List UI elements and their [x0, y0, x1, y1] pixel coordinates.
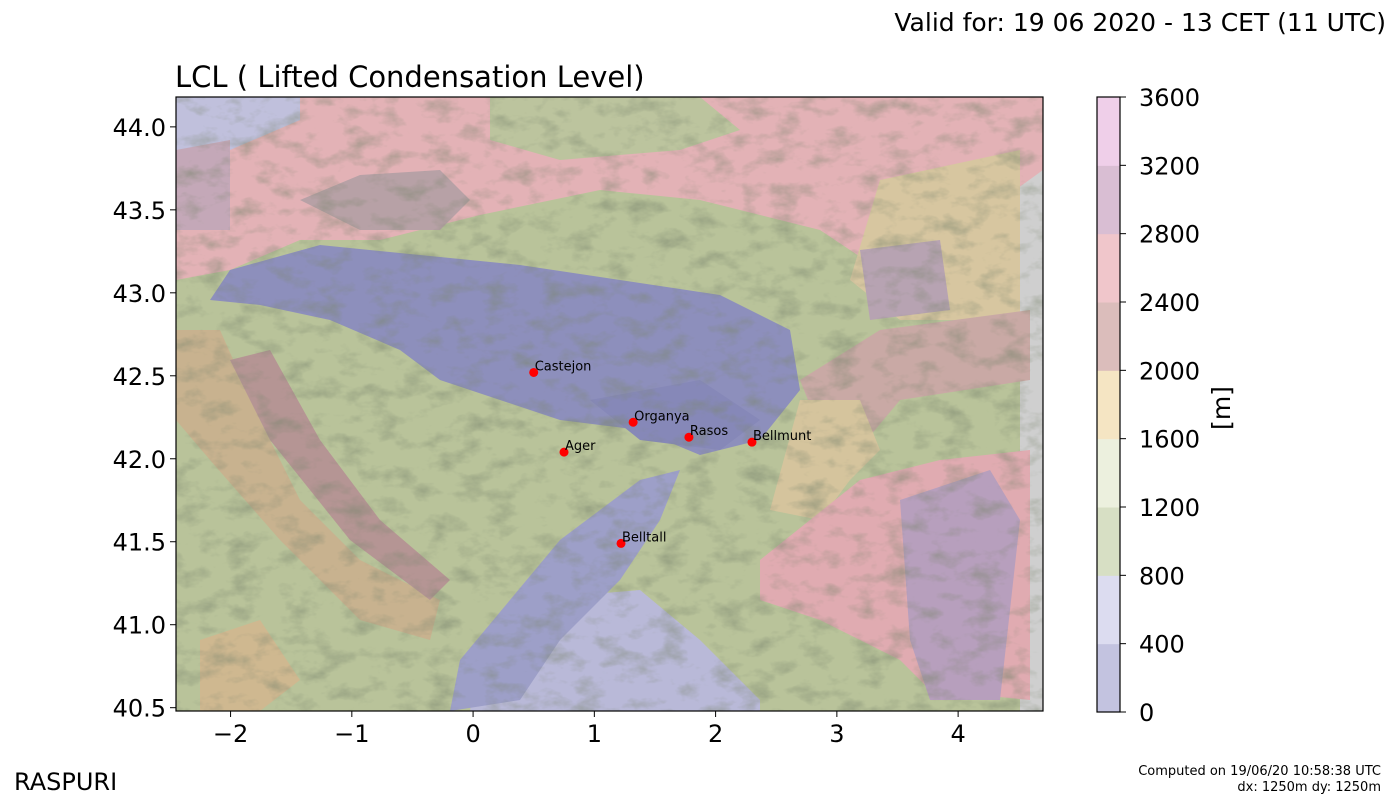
colorbar	[1097, 97, 1120, 713]
colorbar-tick-label: 3600	[1139, 84, 1200, 112]
y-tick-label: 44.0	[113, 114, 166, 142]
colorbar-tick-label: 400	[1139, 631, 1185, 659]
station-marker[interactable]	[559, 447, 569, 457]
x-axis: −2 −1 0 1 2 3 4	[213, 711, 966, 748]
station-label: Organya	[634, 409, 689, 424]
x-tick-label: 0	[465, 720, 480, 748]
brand-label: RASPURI	[14, 768, 118, 796]
x-tick-label: −2	[213, 720, 248, 748]
colorbar-tick-label: 800	[1139, 562, 1185, 590]
colorbar-tick-label: 1600	[1139, 426, 1200, 454]
y-axis: 44.0 43.5 43.0 42.5 42.0 41.5 41.0 40.5	[113, 114, 176, 723]
station-marker[interactable]	[747, 437, 757, 447]
y-tick-label: 43.5	[113, 197, 166, 225]
x-tick-label: −1	[334, 720, 369, 748]
y-tick-label: 43.0	[113, 280, 166, 308]
x-tick-label: 3	[829, 720, 844, 748]
y-tick-label: 41.5	[113, 529, 166, 557]
colorbar-segment	[1097, 507, 1120, 576]
terrain-relief	[176, 97, 1043, 711]
station-label: Castejon	[535, 359, 592, 374]
colorbar-segment	[1097, 302, 1120, 371]
y-tick-label: 40.5	[113, 695, 166, 723]
colorbar-frame	[1096, 96, 1121, 713]
grid-resolution: dx: 1250m dy: 1250m	[1237, 780, 1381, 795]
colorbar-tick-label: 2400	[1139, 289, 1200, 317]
colorbar-segment	[1097, 233, 1120, 303]
station-marker[interactable]	[529, 367, 539, 377]
x-tick-label: 2	[708, 720, 723, 748]
map-title: LCL ( Lifted Condensation Level)	[175, 60, 645, 94]
colorbar-ticks: 0 400 800 1200 1600 2000 2400 2800 3200 3600	[1120, 84, 1200, 727]
x-tick-label: 1	[587, 720, 602, 748]
colorbar-tick-label: 2000	[1139, 357, 1200, 385]
colorbar-tick-label: 1200	[1139, 494, 1200, 522]
colorbar-label: [m]	[1207, 386, 1236, 430]
colorbar-segment	[1097, 575, 1120, 645]
colorbar-segment	[1097, 97, 1120, 166]
colorbar-tick-label: 0	[1139, 699, 1154, 727]
map-frame	[175, 96, 1044, 712]
colorbar-segment	[1097, 643, 1120, 713]
station-label: Bellmunt	[753, 429, 811, 444]
station-marker[interactable]	[616, 538, 626, 548]
colorbar-segment	[1097, 438, 1120, 508]
colorbar-segment	[1097, 370, 1120, 440]
station-marker[interactable]	[628, 417, 638, 427]
colorbar-tick-label: 2800	[1139, 221, 1200, 249]
y-tick-label: 42.0	[113, 446, 166, 474]
station-label: Rasos	[690, 424, 728, 439]
y-tick-label: 41.0	[113, 612, 166, 640]
y-tick-label: 42.5	[113, 363, 166, 391]
computed-info: Computed on 19/06/20 10:58:38 UTC dx: 12…	[1138, 764, 1381, 796]
x-tick-label: 4	[950, 720, 965, 748]
station-marker[interactable]	[684, 432, 694, 442]
station-label: Ager	[565, 439, 596, 454]
station-label: Belltall	[622, 530, 666, 545]
colorbar-segment	[1097, 165, 1120, 235]
valid-for-text: Valid for: 19 06 2020 - 13 CET (11 UTC)	[894, 8, 1386, 37]
colorbar-tick-label: 3200	[1139, 152, 1200, 180]
computed-timestamp: Computed on 19/06/20 10:58:38 UTC	[1138, 764, 1381, 779]
